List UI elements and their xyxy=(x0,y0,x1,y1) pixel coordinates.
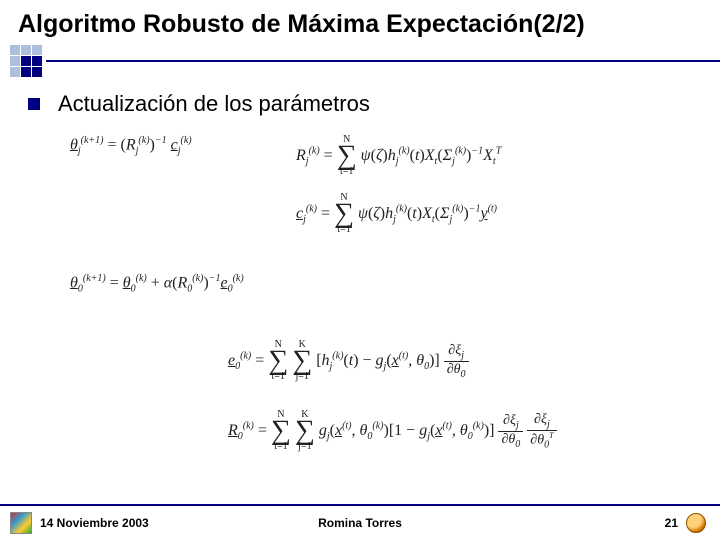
equations-area: θj(k+1) = (Rj(k))−1 cj(k) Rj(k) = N∑t=1 … xyxy=(28,135,692,465)
footer-date: 14 Noviembre 2003 xyxy=(40,516,149,530)
equation-c: cj(k) = N∑t=1 ψ(ζ)hj(k)(t)Xt(Σj(k))−1y(t… xyxy=(296,193,497,235)
equation-theta0-update: θ0(k+1) = θ0(k) + α(R0(k))−1e0(k) xyxy=(70,273,244,295)
globe-icon xyxy=(686,513,706,533)
bullet-text: Actualización de los parámetros xyxy=(58,91,370,117)
footer-author: Romina Torres xyxy=(318,516,402,530)
slide-title: Algoritmo Robusto de Máxima Expectación(… xyxy=(0,0,720,43)
equation-e0: e0(k) = N∑t=1 K∑j=1 [hj(k)(t) − gj(x(t),… xyxy=(228,340,469,382)
footer-right: 21 xyxy=(665,513,706,533)
square-bullet-icon xyxy=(28,98,40,110)
title-underline xyxy=(0,45,720,77)
university-logo-icon xyxy=(10,512,32,534)
equation-R0: R0(k) = N∑t=1 K∑j=1 gj(x(t), θ0(k))[1 − … xyxy=(228,410,557,452)
page-number: 21 xyxy=(665,516,678,530)
footer-left: 14 Noviembre 2003 xyxy=(10,512,149,534)
footer: 14 Noviembre 2003 Romina Torres 21 xyxy=(0,504,720,540)
title-rule xyxy=(46,60,720,62)
equation-theta-update: θj(k+1) = (Rj(k))−1 cj(k) xyxy=(70,135,192,157)
bullet-item: Actualización de los parámetros xyxy=(28,91,692,117)
title-ornament-icon xyxy=(10,45,42,77)
equation-R: Rj(k) = N∑t=1 ψ(ζ)hj(k)(t)Xt(Σj(k))−1XtT xyxy=(296,135,501,177)
content-area: Actualización de los parámetros θj(k+1) … xyxy=(0,91,720,465)
